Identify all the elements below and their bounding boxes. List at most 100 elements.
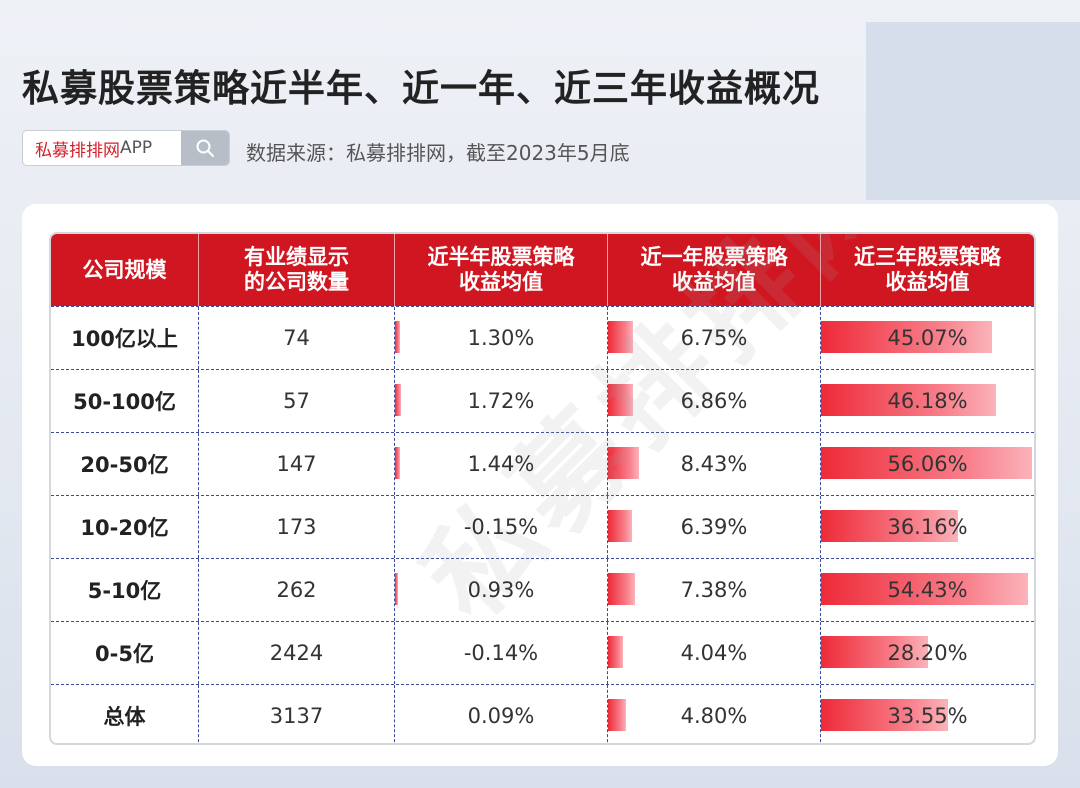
cell-value: 147 [276,452,317,476]
cell-value: 33.55% [887,704,968,728]
cell-one: 6.86% [608,370,821,432]
cell-three: 28.20% [821,622,1034,684]
cell-scale: 100亿以上 [51,307,199,369]
value-bar [395,321,400,353]
cell-value: 74 [283,326,310,350]
cell-value: 4.04% [680,641,748,665]
value-bar [821,447,1032,479]
table-row: 20-50亿 147 1.44% 8.43% 56.06% [51,432,1034,495]
table-row: 50-100亿 57 1.72% 6.86% 46.18% [51,369,1034,432]
cell-value: 4.80% [680,704,748,728]
value-bar [395,447,401,479]
brand-suffix: APP [120,138,153,158]
cell-three: 45.07% [821,307,1034,369]
search-button[interactable] [181,131,229,165]
cell-value: 45.07% [887,326,968,350]
cell-half: 0.09% [395,685,608,743]
value-bar [608,321,633,353]
cell-value: 54.43% [887,578,968,602]
cell-value: 36.16% [887,515,968,539]
table-body: 100亿以上 74 1.30% 6.75% 45.07% 50-100亿 57 1.72% 6.… [51,306,1034,743]
search-brand-label: 私募排排网 APP [23,131,181,165]
value-bar [608,636,623,668]
value-bar [821,699,949,731]
cell-scale: 0-5亿 [51,622,199,684]
cell-one: 8.43% [608,433,821,495]
cell-scale: 5-10亿 [51,559,199,621]
cell-value: 0.09% [467,704,535,728]
cell-count: 74 [199,307,395,369]
cell-one: 4.04% [608,622,821,684]
cell-half: -0.15% [395,496,608,558]
cell-scale: 50-100亿 [51,370,199,432]
cell-value: 6.75% [680,326,748,350]
cell-count: 262 [199,559,395,621]
cell-value: 6.86% [680,389,748,413]
cell-count: 3137 [199,685,395,743]
cell-value: 1.30% [467,326,535,350]
search-icon [196,139,214,157]
cell-scale: 总体 [51,685,199,743]
search-bar[interactable]: 私募排排网 APP [22,130,230,166]
value-bar [608,573,636,605]
cell-value: 2424 [269,641,324,665]
header-half: 近半年股票策略 收益均值 [395,234,608,306]
cell-value: 56.06% [887,452,968,476]
cell-value: 8.43% [680,452,748,476]
cell-value: 1.72% [467,389,535,413]
cell-value: 173 [276,515,317,539]
cell-three: 33.55% [821,685,1034,743]
cell-three: 56.06% [821,433,1034,495]
header-three: 近三年股票策略 收益均值 [854,245,1001,294]
cell-half: 1.72% [395,370,608,432]
cell-half: 1.30% [395,307,608,369]
table-card: 公司规模 有业绩显示 的公司数量 近半年股票策略 收益均值 近一年股票策略 收益均值 近三年股… [22,204,1058,766]
cell-count: 2424 [199,622,395,684]
table-row: 10-20亿 173 -0.15% 6.39% 36.16% [51,495,1034,558]
value-bar [821,321,993,353]
cell-one: 4.80% [608,685,821,743]
cell-value: 262 [276,578,317,602]
brand-name: 私募排排网 [35,140,120,161]
data-source-note: 数据来源：私募排排网，截至2023年5月底 [246,141,630,165]
cell-count: 173 [199,496,395,558]
page-title: 私募股票策略近半年、近一年、近三年收益概况 [22,67,820,110]
cell-value: 总体 [103,705,146,729]
table-row: 0-5亿 2424 -0.14% 4.04% 28.20% [51,621,1034,684]
value-bar [821,384,997,416]
cell-one: 7.38% [608,559,821,621]
table-header: 公司规模 有业绩显示 的公司数量 近半年股票策略 收益均值 近一年股票策略 收益均值 近三年股… [51,234,1034,306]
cell-value: 10-20亿 [80,516,169,540]
cell-value: 57 [283,389,310,413]
cell-value: 100亿以上 [71,327,178,351]
value-bar [608,510,632,542]
value-bar [821,636,929,668]
cell-half: -0.14% [395,622,608,684]
cell-count: 147 [199,433,395,495]
cell-three: 54.43% [821,559,1034,621]
value-bar [395,573,399,605]
cell-value: 0.93% [467,578,535,602]
value-bar [608,384,634,416]
value-bar [608,699,626,731]
value-bar [821,510,959,542]
header-count: 有业绩显示 的公司数量 [199,234,395,306]
cell-value: 46.18% [887,389,968,413]
cell-scale: 20-50亿 [51,433,199,495]
cell-three: 36.16% [821,496,1034,558]
cell-count: 57 [199,370,395,432]
table-row: 总体 3137 0.09% 4.80% 33.55% [51,684,1034,743]
cell-value: -0.15% [463,515,539,539]
cell-value: 1.44% [467,452,535,476]
cell-value: 5-10亿 [87,579,162,603]
cell-half: 0.93% [395,559,608,621]
header-scale: 公司规模 [51,234,199,306]
value-bar [395,384,402,416]
cell-value: 7.38% [680,578,748,602]
cell-value: 6.39% [680,515,748,539]
cell-value: 3137 [269,704,324,728]
decorative-panel [866,22,1080,200]
cell-three: 46.18% [821,370,1034,432]
table-row: 5-10亿 262 0.93% 7.38% 54.43% [51,558,1034,621]
value-bar [821,573,1028,605]
